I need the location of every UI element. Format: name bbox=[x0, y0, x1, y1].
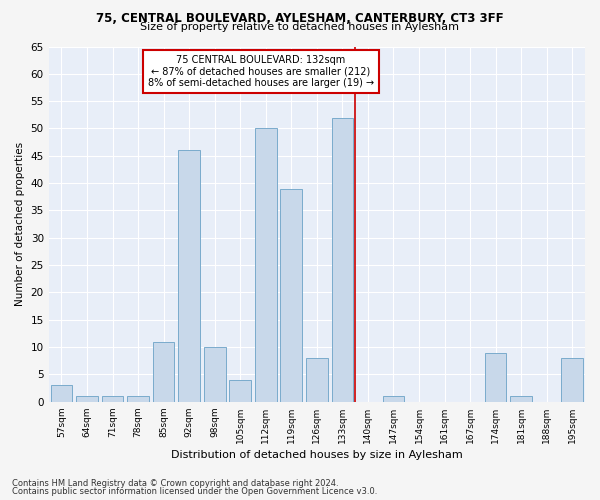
Bar bbox=[50, 386, 72, 402]
Bar bbox=[383, 396, 404, 402]
Bar bbox=[101, 396, 124, 402]
Bar bbox=[76, 396, 98, 402]
Y-axis label: Number of detached properties: Number of detached properties bbox=[15, 142, 25, 306]
Text: 75, CENTRAL BOULEVARD, AYLESHAM, CANTERBURY, CT3 3FF: 75, CENTRAL BOULEVARD, AYLESHAM, CANTERB… bbox=[96, 12, 504, 26]
Bar bbox=[204, 347, 226, 402]
Bar bbox=[127, 396, 149, 402]
Text: Contains public sector information licensed under the Open Government Licence v3: Contains public sector information licen… bbox=[12, 487, 377, 496]
Bar bbox=[562, 358, 583, 402]
Bar bbox=[510, 396, 532, 402]
Text: Size of property relative to detached houses in Aylesham: Size of property relative to detached ho… bbox=[140, 22, 460, 32]
X-axis label: Distribution of detached houses by size in Aylesham: Distribution of detached houses by size … bbox=[171, 450, 463, 460]
Bar bbox=[229, 380, 251, 402]
Text: Contains HM Land Registry data © Crown copyright and database right 2024.: Contains HM Land Registry data © Crown c… bbox=[12, 478, 338, 488]
Text: 75 CENTRAL BOULEVARD: 132sqm
← 87% of detached houses are smaller (212)
8% of se: 75 CENTRAL BOULEVARD: 132sqm ← 87% of de… bbox=[148, 54, 374, 88]
Bar bbox=[306, 358, 328, 402]
Bar bbox=[280, 188, 302, 402]
Bar bbox=[178, 150, 200, 402]
Bar bbox=[332, 118, 353, 402]
Bar bbox=[153, 342, 175, 402]
Bar bbox=[485, 352, 506, 402]
Bar bbox=[255, 128, 277, 402]
